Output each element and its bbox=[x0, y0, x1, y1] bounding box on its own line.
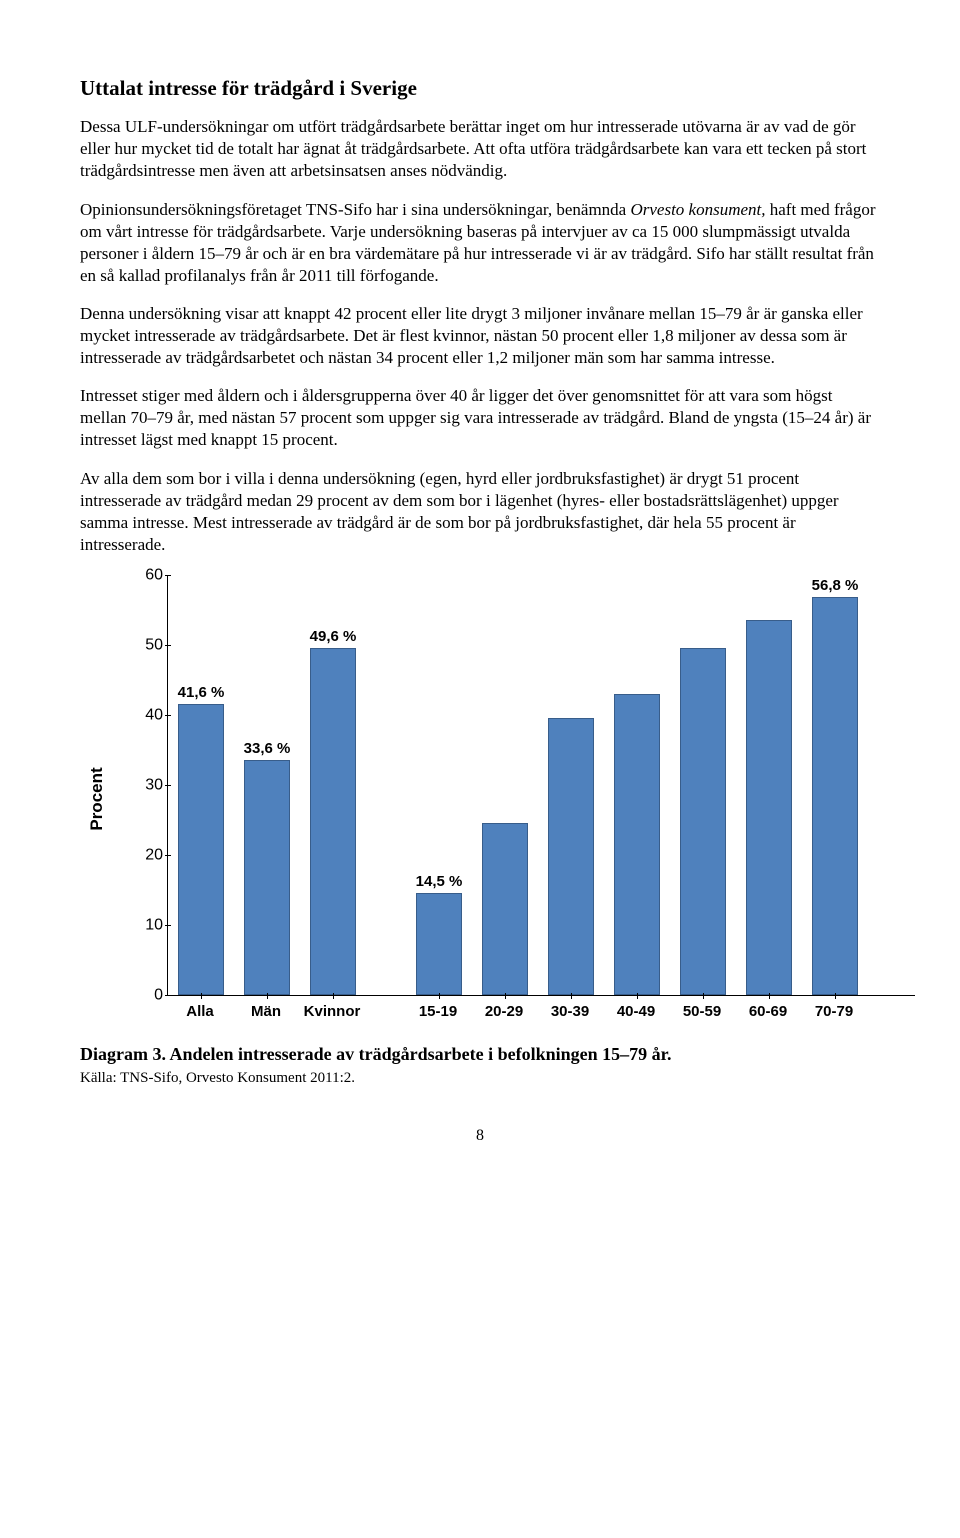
paragraph-1: Dessa ULF-undersökningar om utfört trädg… bbox=[80, 116, 880, 182]
bar-value-label: 14,5 % bbox=[416, 872, 463, 892]
bar-slot bbox=[736, 576, 802, 995]
group-gap bbox=[365, 996, 405, 1022]
x-tick-label: 15-19 bbox=[405, 996, 471, 1022]
x-tick-mark bbox=[267, 993, 268, 999]
bar bbox=[614, 694, 660, 995]
x-tick-label: 20-29 bbox=[471, 996, 537, 1022]
y-tick-label: 0 bbox=[154, 985, 163, 1006]
y-tick-label: 30 bbox=[145, 775, 163, 796]
x-tick-mark bbox=[835, 993, 836, 999]
bar-slot: 14,5 % bbox=[406, 576, 472, 995]
y-axis-ticks: 0102030405060 bbox=[135, 576, 167, 996]
caption-title: Diagram 3. Andelen intresserade av trädg… bbox=[80, 1043, 880, 1066]
x-tick-mark bbox=[505, 993, 506, 999]
bar: 56,8 % bbox=[812, 597, 858, 995]
chart-area: 0102030405060 41,6 %33,6 %49,6 %14,5 %56… bbox=[135, 576, 915, 996]
page-number: 8 bbox=[80, 1126, 880, 1147]
bar: 49,6 % bbox=[310, 648, 356, 995]
y-tick-label: 60 bbox=[145, 565, 163, 586]
paragraph-3: Denna undersökning visar att knappt 42 p… bbox=[80, 303, 880, 369]
bar: 41,6 % bbox=[178, 704, 224, 995]
figure-caption: Diagram 3. Andelen intresserade av trädg… bbox=[80, 1043, 880, 1088]
bar: 33,6 % bbox=[244, 760, 290, 995]
x-axis-labels: AllaMänKvinnor 15-1920-2930-3940-4950-596… bbox=[167, 996, 915, 1022]
bar-slot: 49,6 % bbox=[300, 576, 366, 995]
bar-value-label: 33,6 % bbox=[244, 739, 291, 759]
bar-slot bbox=[670, 576, 736, 995]
bar bbox=[548, 718, 594, 995]
y-tick-label: 10 bbox=[145, 915, 163, 936]
paragraph-5: Av alla dem som bor i villa i denna unde… bbox=[80, 468, 880, 556]
y-axis-label: Procent bbox=[86, 767, 108, 830]
bar-slot: 41,6 % bbox=[168, 576, 234, 995]
bar-slot bbox=[538, 576, 604, 995]
paragraph-2a: Opinionsundersökningsföretaget TNS-Sifo … bbox=[80, 200, 630, 219]
bar bbox=[482, 823, 528, 995]
bar-chart: Procent 0102030405060 41,6 %33,6 %49,6 %… bbox=[135, 576, 915, 1022]
x-tick-label: 60-69 bbox=[735, 996, 801, 1022]
x-tick-mark bbox=[571, 993, 572, 999]
x-tick-mark bbox=[703, 993, 704, 999]
x-tick-mark bbox=[637, 993, 638, 999]
x-tick-label: Män bbox=[233, 996, 299, 1022]
bar-value-label: 41,6 % bbox=[178, 683, 225, 703]
bar-value-label: 49,6 % bbox=[310, 627, 357, 647]
x-tick-label: 30-39 bbox=[537, 996, 603, 1022]
plot-area: 41,6 % 33,6 % 49,6 % 14,5 % 56,8 % bbox=[167, 576, 915, 996]
bar: 14,5 % bbox=[416, 893, 462, 995]
bar-value-label: 56,8 % bbox=[812, 576, 859, 596]
paragraph-4: Intresset stiger med åldern och i ålders… bbox=[80, 385, 880, 451]
x-tick-label: Kvinnor bbox=[299, 996, 365, 1022]
y-tick-label: 40 bbox=[145, 705, 163, 726]
paragraph-2: Opinionsundersökningsföretaget TNS-Sifo … bbox=[80, 199, 880, 287]
x-tick-mark bbox=[769, 993, 770, 999]
x-tick-label: 40-49 bbox=[603, 996, 669, 1022]
bar bbox=[680, 648, 726, 995]
x-tick-label: 50-59 bbox=[669, 996, 735, 1022]
bar bbox=[746, 620, 792, 995]
x-tick-mark bbox=[439, 993, 440, 999]
caption-source: Källa: TNS-Sifo, Orvesto Konsument 2011:… bbox=[80, 1069, 880, 1089]
bar-slot bbox=[604, 576, 670, 995]
y-tick-label: 50 bbox=[145, 635, 163, 656]
paragraph-2-italic: Orvesto konsument, bbox=[630, 200, 765, 219]
section-heading: Uttalat intresse för trädgård i Sverige bbox=[80, 75, 880, 102]
x-tick-mark bbox=[333, 993, 334, 999]
x-tick-label: 70-79 bbox=[801, 996, 867, 1022]
x-tick-mark bbox=[201, 993, 202, 999]
bar-slot: 33,6 % bbox=[234, 576, 300, 995]
bar-slot bbox=[472, 576, 538, 995]
y-tick-label: 20 bbox=[145, 845, 163, 866]
x-tick-label: Alla bbox=[167, 996, 233, 1022]
bar-slot: 56,8 % bbox=[802, 576, 868, 995]
bars-container: 41,6 % 33,6 % 49,6 % 14,5 % 56,8 % bbox=[168, 576, 915, 995]
